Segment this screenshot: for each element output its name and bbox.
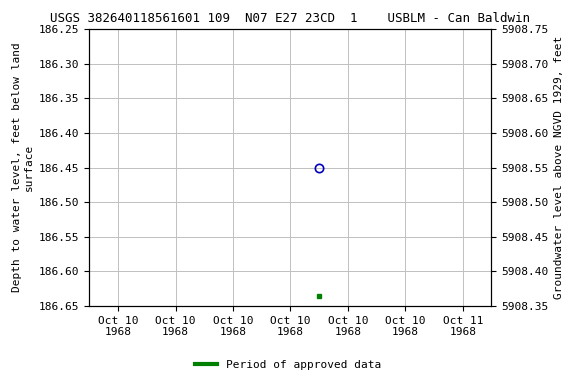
Title: USGS 382640118561601 109  N07 E27 23CD  1    USBLM - Can Baldwin: USGS 382640118561601 109 N07 E27 23CD 1 … xyxy=(51,12,530,25)
Legend: Period of approved data: Period of approved data xyxy=(191,356,385,375)
Y-axis label: Groundwater level above NGVD 1929, feet: Groundwater level above NGVD 1929, feet xyxy=(554,36,564,299)
Y-axis label: Depth to water level, feet below land
surface: Depth to water level, feet below land su… xyxy=(12,43,33,292)
